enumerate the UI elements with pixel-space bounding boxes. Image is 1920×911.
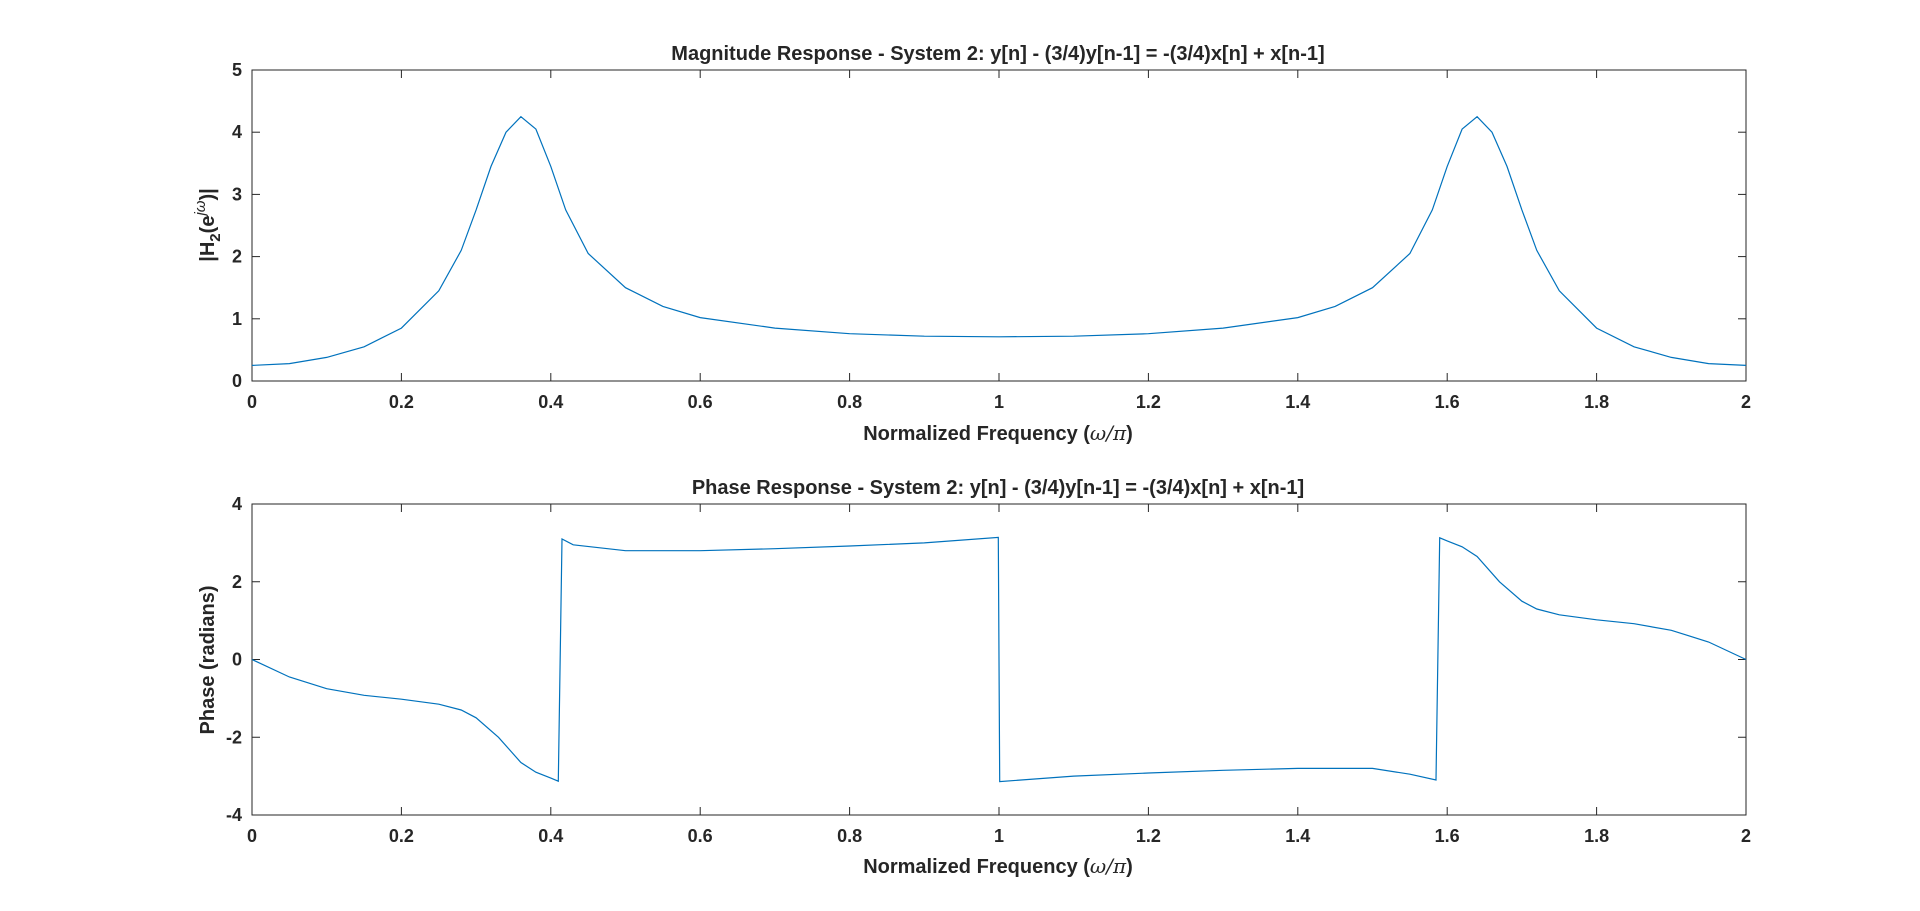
y-label-close: )| xyxy=(197,188,219,200)
x-tick-label: 1.8 xyxy=(1584,392,1609,412)
magnitude-title: Magnitude Response - System 2: y[n] - (3… xyxy=(671,43,1324,65)
y-label-paren: (e xyxy=(197,216,219,234)
magnitude-axes: Magnitude Response - System 2: y[n] - (3… xyxy=(192,43,1751,445)
x-tick-label: 0.2 xyxy=(389,392,414,412)
phase-axes: Phase Response - System 2: y[n] - (3/4)y… xyxy=(197,477,1751,878)
x-tick-label: 1.6 xyxy=(1435,826,1460,846)
phase-series-line xyxy=(251,536,1747,783)
y-tick-label: 0 xyxy=(232,371,242,391)
x-tick-label: 1.4 xyxy=(1285,392,1310,412)
x-tick-label: 1 xyxy=(994,392,1004,412)
x-tick-label: 0.2 xyxy=(389,826,414,846)
x-tick-label: 1.2 xyxy=(1136,392,1161,412)
phase-title: Phase Response - System 2: y[n] - (3/4)y… xyxy=(692,477,1304,499)
x-tick-label: 0 xyxy=(247,392,257,412)
x-label-text: Normalized Frequency ( xyxy=(863,423,1090,445)
x-tick-label: 2 xyxy=(1741,826,1751,846)
x-label-omega-pi: ω/π xyxy=(1090,854,1127,878)
x-label-close: ) xyxy=(1126,856,1133,878)
phase-y-label: Phase (radians) xyxy=(197,586,219,735)
x-tick-label: 1.8 xyxy=(1584,826,1609,846)
x-tick-label: 1.2 xyxy=(1136,826,1161,846)
magnitude-series-line xyxy=(251,115,1747,366)
x-tick-label: 0.8 xyxy=(837,392,862,412)
x-tick-label: 0 xyxy=(247,826,257,846)
y-tick-label: 4 xyxy=(232,122,242,142)
magnitude-y-label: |H2(ejω)| xyxy=(192,188,224,261)
y-label-sup: jω xyxy=(192,200,209,217)
x-tick-label: 0.4 xyxy=(538,392,563,412)
phase-x-ticks: 0 0.2 0.4 0.6 0.8 1 1.2 1.4 1.6 1.8 2 xyxy=(247,504,1751,846)
phase-y-ticks: -4 -2 0 2 4 xyxy=(226,494,1746,825)
x-tick-label: 0.4 xyxy=(538,826,563,846)
y-label-h: |H xyxy=(197,242,219,262)
x-tick-label: 2 xyxy=(1741,392,1751,412)
y-tick-label: 4 xyxy=(232,494,242,514)
x-tick-label: 1 xyxy=(994,826,1004,846)
x-tick-label: 0.8 xyxy=(837,826,862,846)
phase-x-label: Normalized Frequency (ω/π) xyxy=(863,854,1133,878)
y-tick-label: 0 xyxy=(232,650,242,670)
x-tick-label: 1.6 xyxy=(1435,392,1460,412)
x-tick-label: 0.6 xyxy=(688,392,713,412)
y-label-sub: 2 xyxy=(207,233,224,241)
y-tick-label: -2 xyxy=(226,727,242,747)
magnitude-x-ticks: 0 0.2 0.4 0.6 0.8 1 1.2 1.4 1.6 1.8 2 xyxy=(247,70,1751,412)
x-label-text: Normalized Frequency ( xyxy=(863,856,1090,878)
y-tick-label: -4 xyxy=(226,805,242,825)
x-tick-label: 1.4 xyxy=(1285,826,1310,846)
y-tick-label: 2 xyxy=(232,247,242,267)
x-label-omega-pi: ω/π xyxy=(1090,421,1127,445)
y-tick-label: 5 xyxy=(232,60,242,80)
y-tick-label: 1 xyxy=(232,309,242,329)
x-tick-label: 0.6 xyxy=(688,826,713,846)
x-label-close: ) xyxy=(1126,423,1133,445)
y-tick-label: 2 xyxy=(232,572,242,592)
magnitude-x-label: Normalized Frequency (ω/π) xyxy=(863,421,1133,445)
magnitude-y-ticks: 0 1 2 3 4 5 xyxy=(232,60,1746,391)
y-tick-label: 3 xyxy=(232,184,242,204)
